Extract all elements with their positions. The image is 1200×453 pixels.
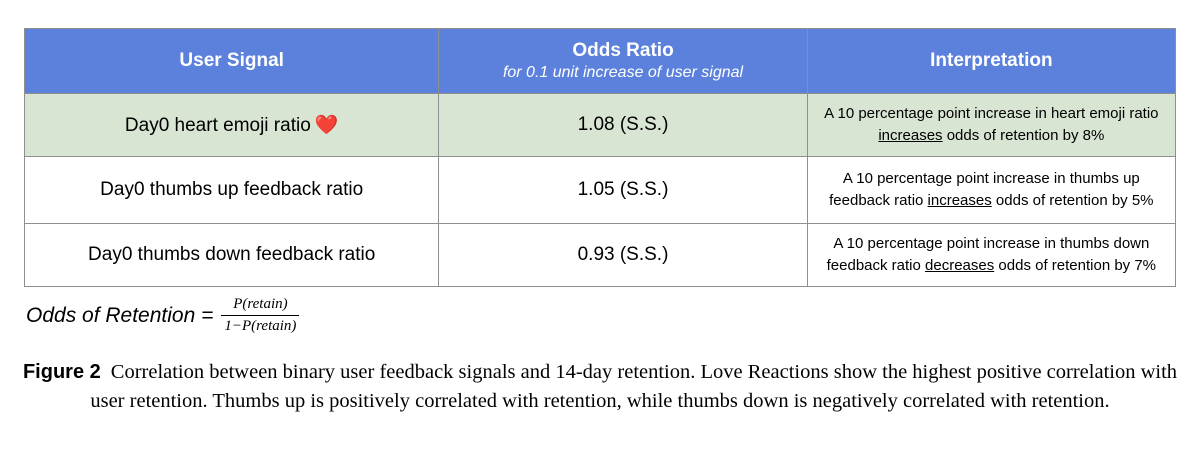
odds-ratio-cell: 1.08 (S.S.) (438, 93, 808, 157)
figure-caption-label: Figure 2 (22, 361, 101, 383)
interpretation-text: A 10 percentage point increase in thumbs… (829, 170, 1140, 209)
figure-caption-text: Correlation between binary user feedback… (90, 361, 1178, 412)
table-row-thumbs-up: Day0 thumbs up feedback ratio 1.05 (S.S.… (23, 156, 1177, 224)
heart-emoji-icon: ❤️ (314, 115, 339, 136)
interpretation-text: A 10 percentage point increase in thumbs… (826, 235, 1150, 274)
interpretation-text: A 10 percentage point increase in heart … (824, 105, 1159, 123)
odds-ratio-cell: 0.93 (S.S.) (438, 223, 808, 287)
odds-ratio-cell: 1.05 (S.S.) (438, 156, 808, 224)
interpretation-text: odds of retention by 7% (994, 257, 1157, 274)
interpretation-cell: A 10 percentage point increase in heart … (806, 93, 1177, 157)
interpretation-underlined-word: increases (878, 127, 943, 144)
col-header-label: Interpretation (930, 50, 1053, 72)
interpretation-cell: A 10 percentage point increase in thumbs… (806, 223, 1177, 287)
interpretation-underlined-word: decreases (925, 257, 995, 274)
fraction-denominator: 1−P(retain) (224, 318, 297, 335)
signal-cell: Day0 thumbs up feedback ratio (23, 156, 440, 224)
interpretation-underlined-word: increases (927, 192, 992, 209)
signal-cell: Day0 thumbs down feedback ratio (23, 223, 440, 287)
signal-label: Day0 heart emoji ratio (124, 115, 311, 136)
interpretation-cell: A 10 percentage point increase in thumbs… (806, 156, 1177, 224)
col-header-sublabel: for 0.1 unit increase of user signal (502, 63, 744, 81)
table-row-heart-emoji: Day0 heart emoji ratio ❤️ 1.08 (S.S.) A 1… (23, 93, 1177, 157)
interpretation-text: odds of retention by 5% (991, 192, 1154, 209)
signal-cell: Day0 heart emoji ratio ❤️ (23, 93, 440, 157)
interpretation-text: odds of retention by 8% (942, 127, 1105, 144)
header-row: User Signal Odds Ratio for 0.1 unit incr… (23, 28, 1177, 94)
figure-caption: Figure 2 Correlation between binary user … (10, 358, 1190, 415)
col-header-user-signal: User Signal (23, 28, 440, 94)
table-row-thumbs-down: Day0 thumbs down feedback ratio 0.93 (S.… (23, 223, 1177, 287)
col-header-odds-ratio: Odds Ratio for 0.1 unit increase of user… (438, 28, 808, 94)
col-header-interpretation: Interpretation (806, 28, 1177, 94)
signal-label: Day0 thumbs up feedback ratio (100, 179, 364, 200)
col-header-label: Odds Ratio (572, 40, 674, 62)
fraction-numerator: P(retain) (221, 296, 300, 317)
signal-label: Day0 thumbs down feedback ratio (88, 244, 376, 265)
col-header-label: User Signal (179, 50, 284, 72)
formula-lhs: Odds of Retention = (26, 303, 214, 327)
signals-table: User Signal Odds Ratio for 0.1 unit incr… (23, 28, 1177, 287)
odds-of-retention-formula: Odds of Retention = P(retain) 1−P(retain… (26, 296, 300, 336)
formula-fraction: P(retain) 1−P(retain) (221, 296, 300, 336)
